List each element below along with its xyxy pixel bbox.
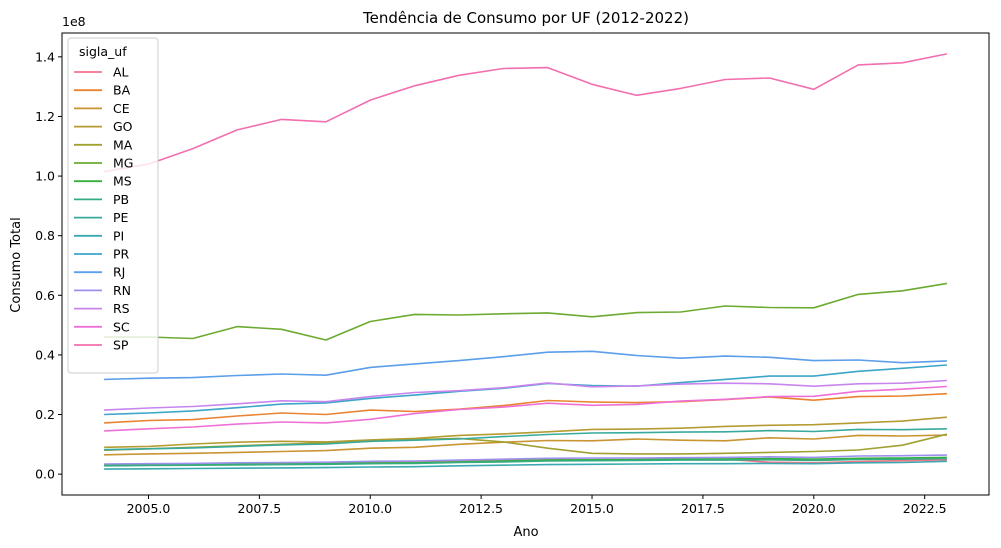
legend-item-pi: PI bbox=[74, 228, 124, 243]
legend-label: RJ bbox=[113, 265, 125, 280]
x-tick-label: 2007.5 bbox=[238, 501, 282, 516]
series-line-rj bbox=[104, 350, 947, 381]
series-line-go bbox=[104, 416, 947, 449]
legend-label: CE bbox=[113, 101, 130, 116]
legend-label: PI bbox=[113, 228, 124, 243]
legend-label: BA bbox=[113, 83, 131, 98]
legend-label: SC bbox=[113, 319, 130, 334]
legend-label: MG bbox=[113, 156, 133, 171]
y-tick-label: 1.2 bbox=[35, 109, 55, 124]
y-tick-label: 1.4 bbox=[35, 49, 55, 64]
legend-item-ms: MS bbox=[74, 174, 132, 189]
legend-label: GO bbox=[113, 119, 133, 134]
legend-items: AL BA CE GO MA MG MS PB PE PI PR RJ RN RS SC SP bbox=[74, 65, 133, 353]
legend-item-pb: PB bbox=[74, 192, 129, 207]
x-tick-label: 2005.0 bbox=[127, 501, 171, 516]
series-line-rs bbox=[104, 379, 947, 411]
x-tick-label: 2022.5 bbox=[903, 501, 947, 516]
y-tick-label: 0.4 bbox=[35, 347, 55, 362]
y-tick-label: 0.8 bbox=[35, 228, 55, 243]
legend-item-ma: MA bbox=[74, 137, 133, 152]
legend-item-pr: PR bbox=[74, 247, 130, 262]
x-tick-label: 2017.5 bbox=[681, 501, 725, 516]
legend-item-al: AL bbox=[74, 65, 129, 80]
x-axis-label: Ano bbox=[513, 525, 538, 540]
series-line-ba bbox=[104, 392, 947, 424]
y-tick-label: 0.0 bbox=[35, 467, 55, 482]
legend-label: RN bbox=[113, 283, 131, 298]
y-axis-label: Consumo Total bbox=[9, 217, 24, 312]
x-axis-ticks: 2005.0 2007.5 2010.0 2012.5 2015.0 2017.5 2020… bbox=[127, 495, 947, 516]
legend-item-ba: BA bbox=[74, 83, 131, 98]
series-line-rn bbox=[104, 454, 947, 465]
x-tick-label: 2015.0 bbox=[570, 501, 614, 516]
series-line-ce bbox=[104, 434, 947, 456]
legend-item-rj: RJ bbox=[74, 265, 125, 280]
legend-item-mg: MG bbox=[74, 156, 133, 171]
legend-item-ce: CE bbox=[74, 101, 130, 116]
legend: sigla_uf AL BA CE GO MA MG MS PB PE PI PR RJ RN RS SC S… bbox=[67, 37, 159, 374]
legend-label: AL bbox=[113, 65, 129, 80]
series-line-pi bbox=[104, 460, 947, 470]
y-offset-label: 1e8 bbox=[62, 14, 86, 29]
legend-item-rs: RS bbox=[74, 301, 130, 316]
legend-item-pe: PE bbox=[74, 210, 129, 225]
x-tick-label: 2020.0 bbox=[792, 501, 836, 516]
legend-item-rn: RN bbox=[74, 283, 131, 298]
legend-label: PB bbox=[113, 192, 129, 207]
x-tick-label: 2012.5 bbox=[459, 501, 503, 516]
legend-label: PE bbox=[113, 210, 129, 225]
legend-item-go: GO bbox=[74, 119, 133, 134]
series-line-ma bbox=[104, 433, 948, 455]
y-axis-ticks: 0.0 0.2 0.4 0.6 0.8 1.0 1.2 1.4 bbox=[35, 49, 62, 482]
series-line-pr bbox=[104, 364, 947, 416]
y-tick-label: 0.6 bbox=[35, 288, 55, 303]
legend-frame bbox=[67, 37, 159, 374]
plot-frame bbox=[61, 32, 990, 496]
y-tick-label: 0.2 bbox=[35, 407, 55, 422]
chart-title: Tendência de Consumo por UF (2012-2022) bbox=[362, 9, 689, 27]
legend-label: MA bbox=[113, 137, 133, 152]
legend-label: SP bbox=[113, 338, 129, 353]
legend-title: sigla_uf bbox=[79, 44, 127, 59]
x-tick-label: 2010.0 bbox=[348, 501, 392, 516]
y-tick-label: 1.0 bbox=[35, 169, 55, 184]
legend-item-sc: SC bbox=[74, 319, 130, 334]
legend-label: RS bbox=[113, 301, 130, 316]
legend-item-sp: SP bbox=[74, 338, 129, 353]
legend-label: PR bbox=[113, 247, 130, 262]
series-lines bbox=[103, 53, 948, 470]
series-line-mg bbox=[104, 282, 948, 341]
series-line-pb bbox=[104, 457, 947, 467]
legend-label: MS bbox=[113, 174, 132, 189]
series-line-sp bbox=[103, 53, 948, 173]
series-line-sc bbox=[104, 385, 947, 432]
series-line-pe bbox=[104, 428, 947, 451]
